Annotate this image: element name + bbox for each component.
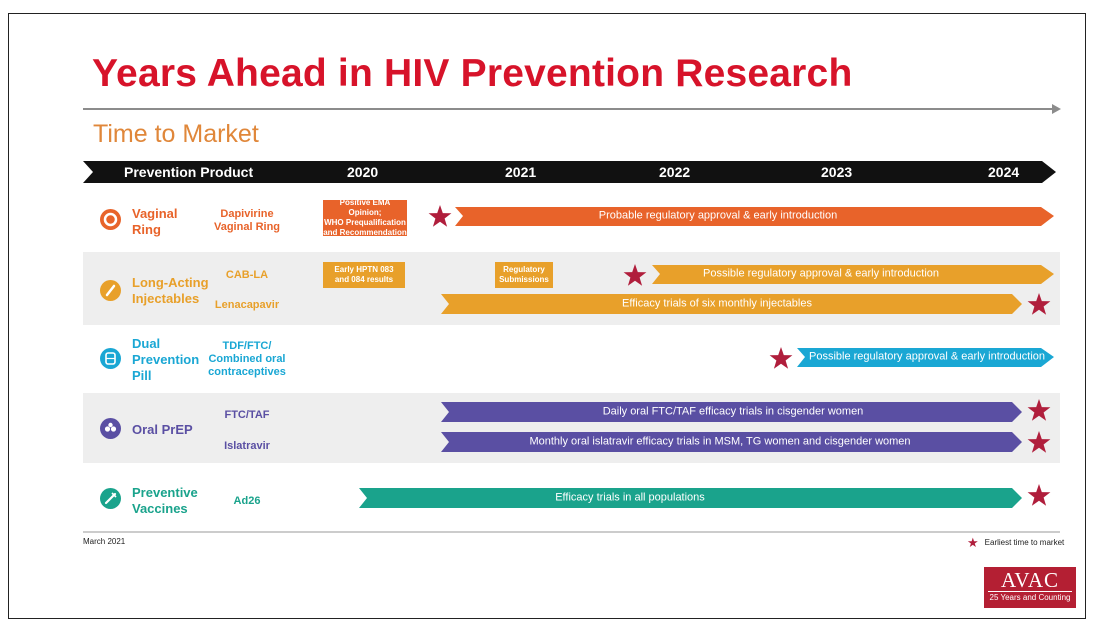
star-lena (1027, 293, 1051, 315)
star-isl (1027, 431, 1051, 453)
bar-label-vaccine: Efficacy trials in all populations (555, 491, 705, 504)
legend-label: Earliest time to market (984, 538, 1065, 547)
star-vaccine (1027, 484, 1051, 506)
legend-star-icon: ★ (967, 535, 979, 550)
category-preventive-vaccines: Preventive Vaccines (132, 485, 198, 516)
pills-icon (100, 418, 121, 439)
header-year-2020: 2020 (347, 164, 379, 180)
category-oral-prep: Oral PrEP (132, 422, 193, 437)
bar-label-cab: Possible regulatory approval & early int… (702, 267, 940, 280)
legend: ★ Earliest time to market (967, 535, 1064, 551)
ring-icon (100, 209, 121, 230)
bar-label-isl: Monthly oral islatravir efficacy trials … (529, 435, 911, 448)
star-dpp (769, 347, 793, 369)
category-dual-prevention-pill: Dual Prevention Pill (132, 336, 200, 383)
vaccine-icon (100, 488, 121, 509)
star-ftc (1027, 399, 1051, 421)
bar-dpp (797, 348, 1054, 367)
star-ring (428, 205, 452, 227)
bar-ftc (441, 402, 1022, 422)
bar-ring (455, 207, 1054, 226)
title-divider-arrowhead (1052, 104, 1061, 114)
avac-logo: AVAC 25 Years and Counting (984, 567, 1076, 608)
milestone-regulatory-submissions: Regulatory Submissions (495, 262, 553, 288)
footer-date: March 2021 (83, 537, 126, 546)
slide-subtitle: Time to Market (93, 120, 259, 148)
header-year-2022: 2022 (659, 164, 691, 180)
header-year-2023: 2023 (821, 164, 853, 180)
product-dapivirine: Dapivirine Vaginal Ring (213, 208, 281, 233)
header-arrow-bar (83, 161, 1056, 183)
pill-icon (100, 348, 121, 369)
bar-vaccine (359, 488, 1022, 508)
category-long-acting-injectables: Long-Acting Injectables (132, 275, 209, 306)
bar-isl (441, 432, 1022, 452)
header-year-2021: 2021 (505, 164, 537, 180)
product-lenacapavir: Lenacapavir (214, 299, 280, 311)
product-cab-la: CAB-LA (225, 269, 269, 281)
milestone-ema-who: Positive EMA Opinion; WHO Prequalificatio… (323, 198, 407, 237)
star-cab (623, 264, 647, 286)
bar-label-lena: Efficacy trials of six monthly injectabl… (622, 297, 812, 310)
product-ftc-taf: FTC/TAF (224, 409, 270, 421)
logo-name: AVAC (1000, 568, 1060, 592)
milestone-hptn-results: Early HPTN 083 and 084 results (323, 262, 405, 288)
syringe-icon (100, 280, 121, 301)
bar-label-dpp: Possible regulatory approval & early int… (808, 350, 1046, 363)
bar-lena (441, 294, 1022, 314)
header-year-2024: 2024 (988, 164, 1020, 180)
bar-label-ftc: Daily oral FTC/TAF efficacy trials in ci… (602, 405, 864, 418)
logo-tagline: 25 Years and Counting (988, 591, 1072, 602)
slide-title: Years Ahead in HIV Prevention Research (92, 52, 853, 95)
header-product-label: Prevention Product (124, 164, 254, 180)
category-vaginal-ring: Vaginal Ring (132, 206, 178, 237)
bar-cab (652, 265, 1054, 284)
product-dpp: TDF/FTC/Combined oral contraceptives (208, 340, 286, 378)
bar-label-ring: Probable regulatory approval & early int… (598, 209, 838, 222)
product-islatravir: Islatravir (224, 440, 270, 452)
product-ad26: Ad26 (233, 495, 261, 507)
